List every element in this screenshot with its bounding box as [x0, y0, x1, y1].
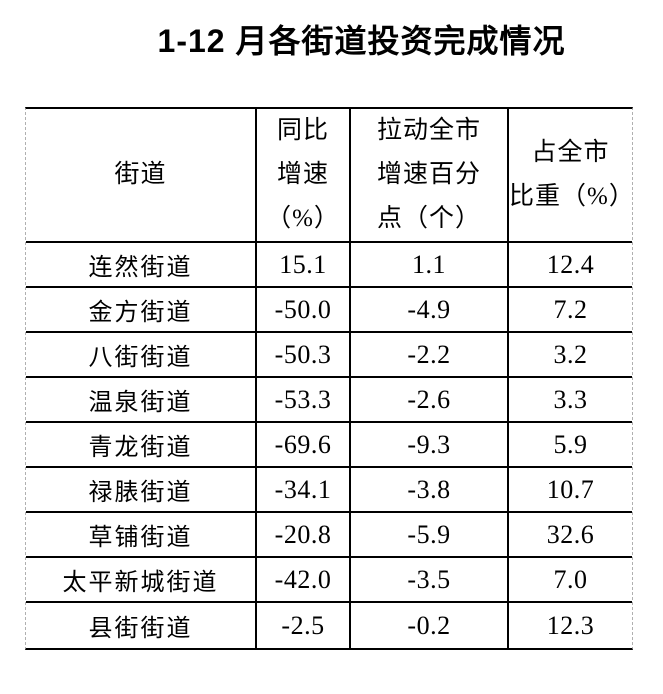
cell-contribution-points: -2.2: [351, 333, 509, 378]
cell-street-name: 青龙街道: [26, 423, 257, 468]
cell-street-name: 禄脿街道: [26, 468, 257, 513]
cell-city-share: 7.2: [509, 288, 632, 333]
cell-city-share: 3.2: [509, 333, 632, 378]
cell-contribution-points: -4.9: [351, 288, 509, 333]
cell-city-share: 7.0: [509, 558, 632, 603]
cell-street-name: 温泉街道: [26, 378, 257, 423]
cell-yoy-growth: -34.1: [257, 468, 351, 513]
cell-yoy-growth: -53.3: [257, 378, 351, 423]
column-header-yoy-growth: 同比 增速 （%）: [257, 109, 351, 243]
cell-yoy-growth: -20.8: [257, 513, 351, 558]
cell-street-name: 连然街道: [26, 243, 257, 288]
cell-yoy-growth: -69.6: [257, 423, 351, 468]
cell-contribution-points: -3.8: [351, 468, 509, 513]
cell-yoy-growth: -2.5: [257, 603, 351, 648]
cell-yoy-growth: 15.1: [257, 243, 351, 288]
cell-street-name: 太平新城街道: [26, 558, 257, 603]
cell-yoy-growth: -42.0: [257, 558, 351, 603]
cell-street-name: 八街街道: [26, 333, 257, 378]
cell-city-share: 12.3: [546, 610, 595, 640]
cell-contribution-points: -0.2: [351, 603, 509, 648]
cell-contribution-points: -5.9: [351, 513, 509, 558]
cell-yoy-growth: -50.3: [257, 333, 351, 378]
cell-city-share: 5.9: [509, 423, 632, 468]
page-title: 1-12 月各街道投资完成情况: [157, 23, 566, 59]
column-header-city-share: 占全市 比重（%）: [509, 109, 632, 243]
column-header-contribution-points: 拉动全市 增速百分 点（个）: [351, 109, 509, 243]
cell-street-name: 金方街道: [26, 288, 257, 333]
cell-contribution-points: -9.3: [351, 423, 509, 468]
cell-city-share: 10.7: [509, 468, 632, 513]
cell-city-share: 3.3: [509, 378, 632, 423]
investment-table: 街道 同比 增速 （%） 拉动全市 增速百分 点（个） 占全市 比重（%） 连然…: [25, 107, 633, 650]
cell-contribution-points: -3.5: [351, 558, 509, 603]
cell-street-name: 县街街道: [26, 603, 257, 648]
cell-street-name: 草铺街道: [26, 513, 257, 558]
cell-city-share: 32.6: [509, 513, 632, 558]
cell-contribution-points: 1.1: [351, 243, 509, 288]
column-header-street: 街道: [26, 109, 257, 243]
cell-city-share: 12.4: [509, 243, 632, 288]
cell-contribution-points: -2.6: [351, 378, 509, 423]
cell-yoy-growth: -50.0: [257, 288, 351, 333]
